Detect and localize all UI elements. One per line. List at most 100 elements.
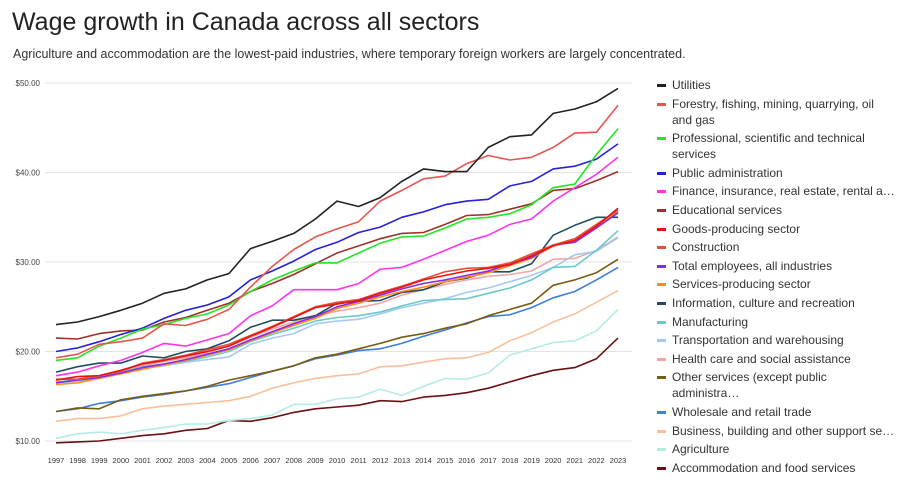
legend-swatch [657,357,666,361]
legend-label: Agriculture [672,442,730,457]
x-tick-label: 2011 [351,456,367,465]
legend-swatch [657,190,666,194]
y-tick-label: $50.00 [16,79,41,88]
chart-subtitle: Agriculture and accommodation are the lo… [13,47,686,61]
legend-label: Accommodation and food services [672,460,856,475]
x-tick-label: 2023 [610,456,627,465]
x-tick-label: 2001 [134,456,151,465]
x-tick-label: 2003 [177,456,194,465]
legend-swatch [657,264,666,268]
series-line [55,104,619,359]
legend-swatch [657,102,666,106]
legend-item[interactable]: Construction [655,239,895,255]
legend-swatch [657,339,666,343]
legend-label: Educational services [672,202,783,217]
legend-label: Construction [672,240,740,255]
x-tick-label: 2008 [285,456,302,465]
legend-label: Finance, insurance, real estate, rental … [672,184,895,199]
legend-swatch [657,283,666,287]
x-tick-label: 2021 [566,456,583,465]
x-tick-label: 2020 [545,456,562,465]
x-tick-label: 2019 [523,456,540,465]
legend-label: Business, building and other support se… [672,423,895,438]
legend-item[interactable]: Other services (except public administra… [655,369,895,401]
x-tick-label: 1999 [91,456,108,465]
series-line [55,87,619,326]
legend-item[interactable]: Wholesale and retail trade [655,404,895,420]
legend-label: Forestry, fishing, mining, quarrying, oi… [672,96,874,127]
x-tick-label: 2006 [242,456,259,465]
legend-item[interactable]: Goods-producing sector [655,221,895,237]
x-tick-label: 1998 [69,456,86,465]
legend-label: Services-producing sector [672,277,811,292]
series-line [55,308,619,440]
legend-swatch [657,208,666,212]
y-tick-label: $10.00 [16,437,41,446]
x-tick-label: 1997 [48,456,65,465]
legend-swatch [657,320,666,324]
y-tick-label: $40.00 [16,169,41,178]
legend-label: Professional, scientific and technical s… [672,131,865,162]
legend-item[interactable]: Public administration [655,165,895,181]
chart-title: Wage growth in Canada across all sectors [12,8,480,36]
series-line [55,237,619,384]
legend-swatch [657,466,666,470]
legend-item[interactable]: Professional, scientific and technical s… [655,130,895,162]
series-line [55,211,619,386]
legend-item[interactable]: Total employees, all industries [655,258,895,274]
series-line [55,337,619,444]
x-tick-label: 2010 [329,456,346,465]
legend-item[interactable]: Educational services [655,202,895,218]
legend-item[interactable]: Business, building and other support se… [655,423,895,439]
legend-swatch [657,171,666,175]
series-line [56,209,619,381]
x-tick-label: 2013 [394,456,411,465]
series-line [55,128,619,362]
series-line [55,266,619,413]
legend-swatch [657,448,666,452]
legend-item[interactable]: Utilities [655,77,895,93]
x-tick-label: 2015 [437,456,454,465]
legend-item[interactable]: Services-producing sector [655,276,895,292]
x-tick-label: 2017 [480,456,497,465]
legend-label: Manufacturing [672,314,749,329]
legend-swatch [657,429,666,433]
series-line [55,212,619,384]
legend-label: Goods-producing sector [672,221,801,236]
x-tick-label: 2016 [458,456,475,465]
x-tick-label: 2014 [415,456,432,465]
legend-item[interactable]: Manufacturing [655,314,895,330]
x-tick-label: 2007 [264,456,281,465]
legend-item[interactable]: Accommodation and food services [655,460,895,476]
legend-swatch [657,227,666,231]
legend-swatch [657,137,666,141]
x-tick-label: 2004 [199,456,216,465]
legend-swatch [657,410,666,414]
y-tick-label: $20.00 [16,348,41,357]
x-tick-label: 2022 [588,456,605,465]
legend-swatch [657,301,666,305]
legend-item[interactable]: Information, culture and recreation [655,295,895,311]
legend-item[interactable]: Finance, insurance, real estate, rental … [655,183,895,199]
series-line [55,207,619,381]
series-line [55,143,619,353]
legend-swatch [657,246,666,250]
y-tick-label: $30.00 [16,258,41,267]
legend-swatch [657,376,666,380]
series-line [55,216,618,373]
legend-label: Public administration [672,165,783,180]
x-tick-label: 2012 [372,456,389,465]
legend-item[interactable]: Transportation and warehousing [655,332,895,348]
legend-item[interactable]: Health care and social assistance [655,351,895,367]
legend-swatch [657,84,666,87]
legend-item[interactable]: Agriculture [655,441,895,457]
series-line [55,289,619,423]
legend-label: Wholesale and retail trade [672,404,812,419]
legend-item[interactable]: Forestry, fishing, mining, quarrying, oi… [655,96,895,128]
legend-label: Total employees, all industries [672,258,833,273]
x-tick-label: 2009 [307,456,324,465]
series-line [55,236,619,383]
legend-label: Transportation and warehousing [672,333,844,348]
x-tick-label: 2002 [156,456,173,465]
